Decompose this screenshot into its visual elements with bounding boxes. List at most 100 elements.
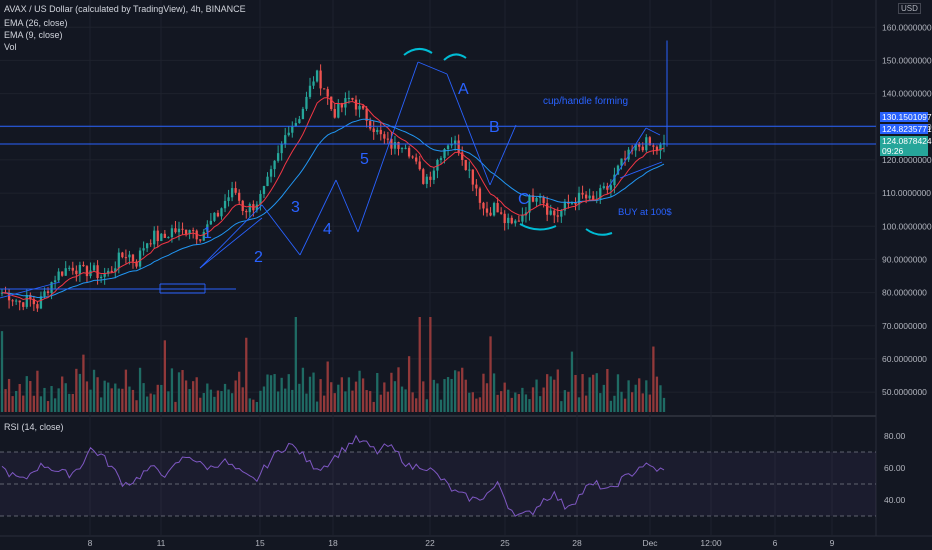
candle-body [461,152,464,160]
candle-body [517,220,521,222]
candle-body [234,188,237,193]
volume-bar [340,377,344,412]
volume-bar [602,384,605,412]
volume-bar [149,393,152,412]
volume-bar [99,397,103,412]
volume-bar [322,395,326,412]
volume-bar [429,317,432,412]
trendline [335,179,359,233]
candle-body [53,280,57,283]
price-tick-label: 140.0000000 [882,89,932,99]
trendline [645,127,661,136]
candle-body [369,120,372,129]
candle-body [184,229,188,234]
candle-body [478,188,482,203]
volume-bar [630,392,634,412]
candle-body [326,89,329,97]
volume-bar [25,376,28,412]
volume-bar [404,389,407,412]
candle-body [485,208,489,213]
volume-bar [471,392,474,412]
candle-body [376,129,379,133]
ema26-line [1,118,665,299]
price-tick-label: 70.0000000 [882,321,927,331]
volume-bar [142,383,145,412]
volume-bar [184,380,188,412]
volume-bar [464,379,467,412]
candle-body [103,273,106,277]
volume-bar [415,398,418,412]
candle-body [606,186,609,190]
candle-body [400,148,404,150]
trendline [199,204,263,269]
volume-bar [248,398,251,412]
price-tick-label: 100.0000000 [882,221,932,231]
candle-body [7,293,11,301]
volume-bar [517,394,521,412]
volume-bar [223,383,227,412]
volume-bar [383,382,386,412]
volume-bar [64,383,67,412]
candle-body [496,203,499,213]
volume-bar [103,380,106,412]
candle-body [638,143,641,147]
volume-bar [468,392,471,412]
volume-bar [588,377,591,412]
candle-body [574,202,577,205]
candle-body [372,128,375,133]
price-tick-label: 160.0000000 [882,22,932,32]
trendline [607,127,647,189]
price-tick-label: 150.0000000 [882,55,932,65]
cup-arc [403,48,433,56]
candle-body [333,109,336,118]
volume-bar [457,371,460,412]
currency-label[interactable]: USD [898,3,921,14]
candle-body [450,144,453,146]
volume-bar [238,371,241,412]
cup-arc [585,228,613,236]
price-tag-resistance: 130.1501097 [880,112,932,122]
volume-bar [659,385,662,412]
candle-body [195,230,198,240]
volume-bar [397,367,400,412]
volume-bar [188,389,191,412]
volume-bar [75,368,78,412]
volume-bar [369,391,372,412]
volume-bar [538,396,542,412]
trendline [0,281,61,299]
volume-bar [163,340,166,412]
candle-body [358,105,361,110]
time-tick-label: 25 [500,538,510,548]
volume-bar [11,396,14,412]
candle-body [489,212,492,216]
wave-label-a: A [458,81,469,98]
volume-bar [46,401,50,412]
volume-bar [546,374,549,412]
candle-body [659,144,662,151]
volume-bar [496,394,499,412]
trendline [446,73,491,186]
volume-bar [507,389,510,412]
volume-bar [213,396,216,412]
candle-body [560,210,563,217]
volume-bar [422,381,425,412]
time-tick-label: 22 [425,538,435,548]
volume-bar [407,356,411,412]
candle-body [269,169,273,177]
volume-bar [482,373,485,412]
volume-bar [135,400,138,412]
candle-body [623,158,627,160]
candle-body [245,211,248,213]
wave-label-w1: 1 [203,225,212,242]
candle-body [96,265,99,279]
candle-body [507,217,510,224]
candle-body [199,239,202,241]
candle-body [15,300,18,302]
candle-body [468,169,471,171]
chart-title: AVAX / US Dollar (calculated by TradingV… [4,4,246,14]
candle-body [99,276,103,279]
cup-arc [443,53,467,61]
volume-bar [192,381,195,412]
candle-body [135,261,138,267]
